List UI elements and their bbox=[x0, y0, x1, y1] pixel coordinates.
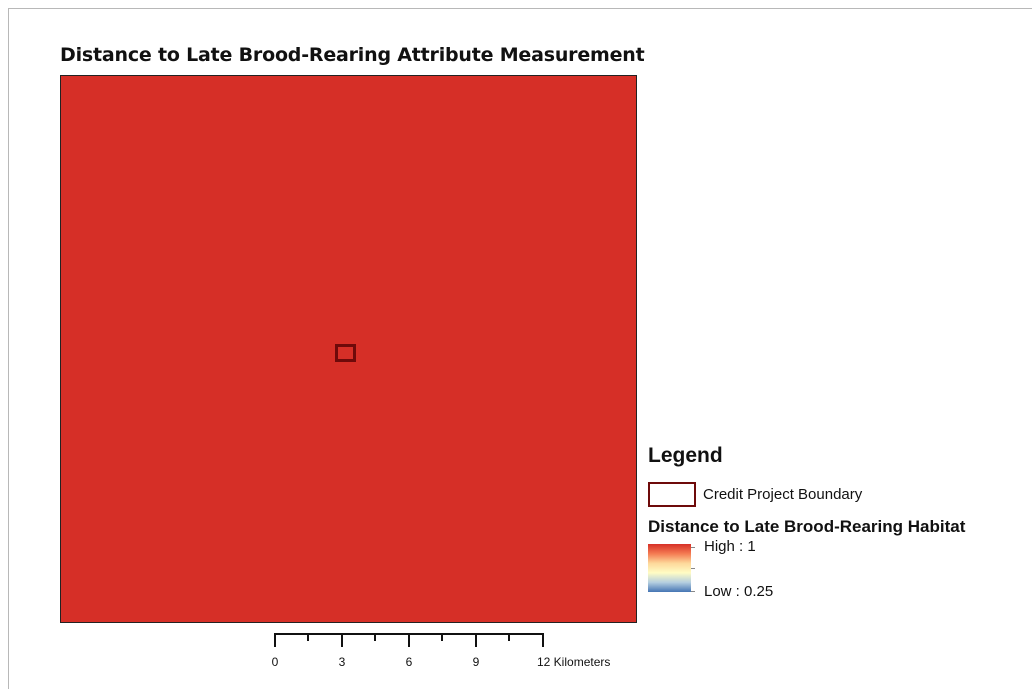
scale-tick bbox=[408, 633, 410, 647]
ramp-tick-high bbox=[691, 547, 695, 548]
scale-tick bbox=[274, 633, 276, 647]
scale-tick bbox=[475, 633, 477, 647]
scale-tick bbox=[341, 633, 343, 647]
scale-label-0: 0 bbox=[271, 655, 279, 669]
boundary-legend-swatch bbox=[648, 482, 696, 507]
ramp-tick-low bbox=[691, 591, 695, 592]
scale-tick bbox=[542, 633, 544, 647]
scale-label-6: 6 bbox=[405, 655, 413, 669]
map-title: Distance to Late Brood-Rearing Attribute… bbox=[60, 44, 645, 66]
raster-color-ramp bbox=[648, 544, 691, 592]
boundary-legend-label: Credit Project Boundary bbox=[703, 486, 863, 503]
map-raster-area bbox=[60, 75, 637, 623]
scale-label-9: 9 bbox=[472, 655, 480, 669]
scale-tick bbox=[374, 633, 376, 641]
scale-tick bbox=[441, 633, 443, 641]
scale-tick bbox=[508, 633, 510, 641]
scale-label-3: 3 bbox=[338, 655, 346, 669]
credit-project-boundary bbox=[335, 344, 356, 362]
ramp-low-label: Low : 0.25 bbox=[704, 583, 774, 600]
scale-bar bbox=[274, 633, 544, 647]
legend-title: Legend bbox=[648, 444, 723, 467]
ramp-high-label: High : 1 bbox=[704, 538, 756, 555]
map-layout-frame bbox=[8, 8, 1032, 689]
scale-label-12-kilometers: 12 Kilometers bbox=[537, 655, 611, 669]
ramp-tick-mid bbox=[691, 568, 695, 569]
scale-tick bbox=[307, 633, 309, 641]
raster-legend-title: Distance to Late Brood-Rearing Habitat bbox=[648, 517, 966, 536]
